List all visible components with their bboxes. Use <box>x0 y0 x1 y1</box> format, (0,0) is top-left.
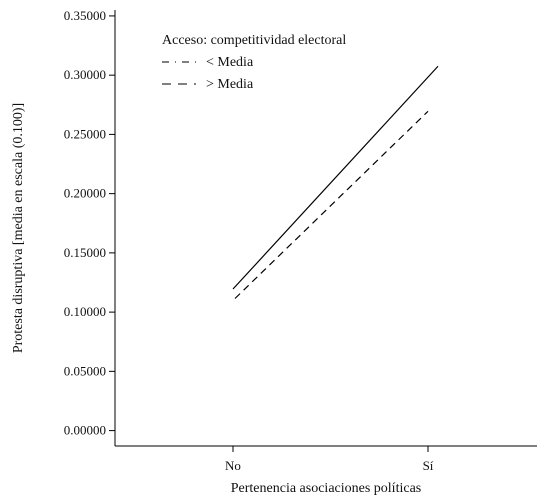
y-tick-label: 0.35000 <box>64 8 106 23</box>
y-tick-label: 0.05000 <box>64 363 106 378</box>
series-line-above-media <box>234 110 429 299</box>
legend-label-above-media: > Media <box>206 77 254 92</box>
x-tick-label: No <box>225 458 241 473</box>
y-tick-label: 0.00000 <box>64 423 106 438</box>
x-ticks: No Sí <box>225 446 434 473</box>
y-ticks: 0.00000 0.05000 0.10000 0.15000 0.20000 0.250… <box>64 8 115 438</box>
y-tick-label: 0.15000 <box>64 245 106 260</box>
y-tick-label: 0.20000 <box>64 186 106 201</box>
legend-title: Acceso: competitividad electoral <box>162 33 346 48</box>
y-tick-label: 0.10000 <box>64 304 106 319</box>
y-axis-title: Protesta disruptiva [media en escala (0.… <box>11 103 26 353</box>
x-tick-label: Sí <box>423 458 434 473</box>
y-tick-label: 0.30000 <box>64 67 106 82</box>
y-tick-label: 0.25000 <box>64 126 106 141</box>
legend: Acceso: competitividad electoral < Media… <box>162 33 346 92</box>
legend-label-below-media: < Media <box>206 55 254 70</box>
series-lines <box>232 65 439 299</box>
series-line-below-media <box>232 65 439 290</box>
x-axis-title: Pertenencia asociaciones políticas <box>231 481 421 496</box>
axes <box>114 10 537 447</box>
